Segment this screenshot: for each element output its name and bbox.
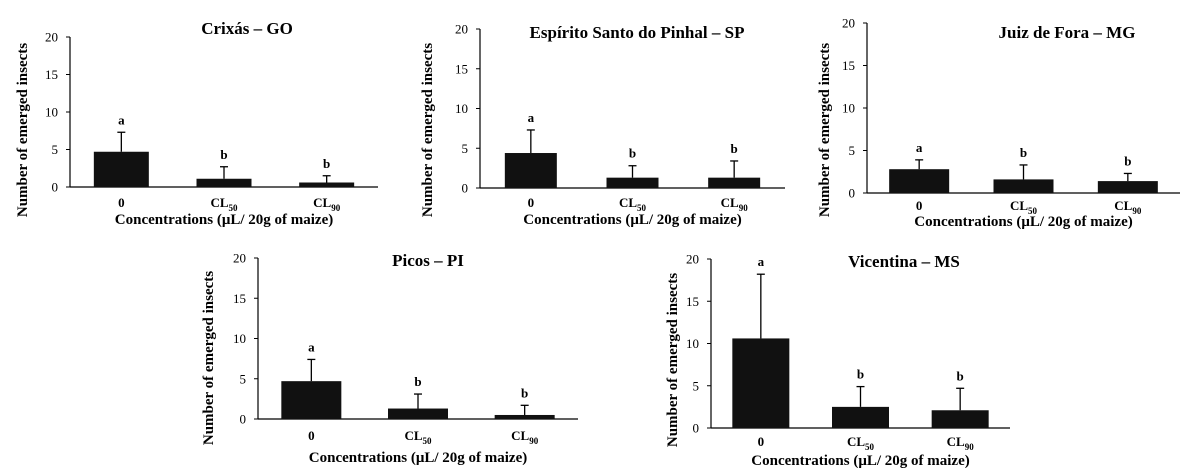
bar — [732, 338, 790, 428]
bar — [299, 182, 355, 187]
significance-letter: b — [957, 368, 964, 383]
y-axis-label: Number of emerged insects — [15, 43, 31, 217]
x-tick-label: CL50 — [210, 195, 238, 213]
bar — [504, 153, 557, 188]
y-axis-label: Number of emerged insects — [420, 43, 436, 217]
x-tick-label: 0 — [118, 195, 125, 210]
significance-letter: b — [414, 374, 421, 389]
y-tick-label: 0 — [240, 412, 247, 427]
y-tick-label: 10 — [45, 105, 58, 120]
y-tick-label: 0 — [693, 421, 700, 436]
x-axis-label: Concentrations (μL/ 20g of maize) — [115, 212, 333, 228]
y-tick-label: 20 — [45, 30, 58, 45]
y-tick-label: 15 — [45, 67, 58, 82]
bar — [93, 151, 149, 187]
y-axis-label: Number of emerged insects — [817, 43, 833, 217]
significance-letter: b — [731, 141, 738, 156]
significance-letter: a — [308, 339, 315, 354]
x-tick-label: CL90 — [947, 434, 975, 452]
y-tick-label: 5 — [849, 143, 856, 158]
significance-letter: a — [118, 112, 125, 127]
bar — [388, 408, 448, 419]
significance-letter: b — [1124, 153, 1131, 168]
significance-letter: b — [629, 146, 636, 161]
bar — [708, 177, 761, 188]
y-tick-label: 10 — [686, 336, 699, 351]
significance-letter: b — [1020, 145, 1027, 160]
x-tick-label: CL90 — [1114, 198, 1142, 216]
significance-letter: b — [521, 385, 528, 400]
x-tick-label: CL90 — [721, 195, 749, 213]
significance-letter: b — [220, 147, 227, 162]
y-axis-label: Number of emerged insects — [665, 273, 681, 447]
bar — [889, 169, 950, 193]
x-tick-label: CL90 — [511, 428, 539, 446]
chart-title: Picos – PI — [392, 251, 464, 270]
y-tick-label: 20 — [233, 251, 246, 266]
chart-panel-5: Vicentina – MS Number of emerged insects 0… — [665, 252, 1010, 468]
y-tick-label: 10 — [455, 101, 468, 116]
x-tick-label: 0 — [528, 195, 535, 210]
significance-letter: b — [857, 367, 864, 382]
x-tick-label: 0 — [308, 428, 315, 443]
x-tick-label: 0 — [916, 198, 923, 213]
y-tick-label: 15 — [842, 58, 855, 73]
chart-panel-3: Juiz de Fora – MG Number of emerged insec… — [817, 16, 1180, 230]
x-tick-label: CL50 — [619, 195, 647, 213]
chart-title: Vicentina – MS — [848, 252, 960, 271]
y-tick-label: 5 — [693, 378, 700, 393]
chart-title: Espírito Santo do Pinhal – SP — [530, 23, 745, 42]
x-axis-label: Concentrations (μL/ 20g of maize) — [914, 214, 1132, 230]
y-tick-label: 20 — [455, 22, 468, 37]
x-tick-label: CL90 — [313, 195, 341, 213]
x-axis-label: Concentrations (μL/ 20g of maize) — [309, 450, 527, 466]
y-tick-label: 5 — [240, 371, 247, 386]
chart-panel-4: Picos – PI Number of emerged insects 0 5 10 1… — [201, 251, 578, 466]
y-tick-label: 0 — [462, 181, 469, 196]
chart-panel-1: Crixás – GO Number of emerged insects 0 5 10… — [15, 19, 378, 228]
significance-letter: a — [758, 254, 765, 269]
significance-letter: b — [323, 156, 330, 171]
significance-letter: a — [916, 140, 923, 155]
significance-letter: a — [528, 110, 535, 125]
x-axis-label: Concentrations (μL/ 20g of maize) — [751, 453, 969, 468]
x-tick-label: CL50 — [1010, 198, 1038, 216]
bar — [281, 381, 342, 419]
y-tick-label: 0 — [52, 180, 59, 195]
x-tick-label: CL50 — [847, 434, 875, 452]
bar — [606, 177, 659, 188]
x-axis-label: Concentrations (μL/ 20g of maize) — [523, 212, 741, 228]
y-tick-label: 10 — [842, 101, 855, 116]
chart-panel-2: Espírito Santo do Pinhal – SP Number of e… — [420, 22, 785, 228]
bar — [494, 414, 555, 419]
y-tick-label: 0 — [849, 186, 856, 201]
bar — [931, 410, 989, 428]
y-tick-label: 20 — [686, 252, 699, 267]
x-tick-label: 0 — [758, 434, 765, 449]
y-tick-label: 15 — [686, 294, 699, 309]
bar — [1097, 181, 1158, 193]
bar — [196, 178, 252, 187]
y-tick-label: 20 — [842, 16, 855, 31]
y-tick-label: 15 — [233, 291, 246, 306]
y-tick-label: 15 — [455, 61, 468, 76]
chart-title: Crixás – GO — [201, 19, 293, 38]
y-axis-label: Number of emerged insects — [201, 271, 217, 445]
bar — [832, 406, 889, 428]
x-tick-label: CL50 — [404, 428, 432, 446]
chart-title: Juiz de Fora – MG — [999, 23, 1136, 42]
y-tick-label: 5 — [52, 142, 59, 157]
y-tick-label: 5 — [462, 141, 469, 156]
bar — [993, 179, 1054, 193]
y-tick-label: 10 — [233, 331, 246, 346]
